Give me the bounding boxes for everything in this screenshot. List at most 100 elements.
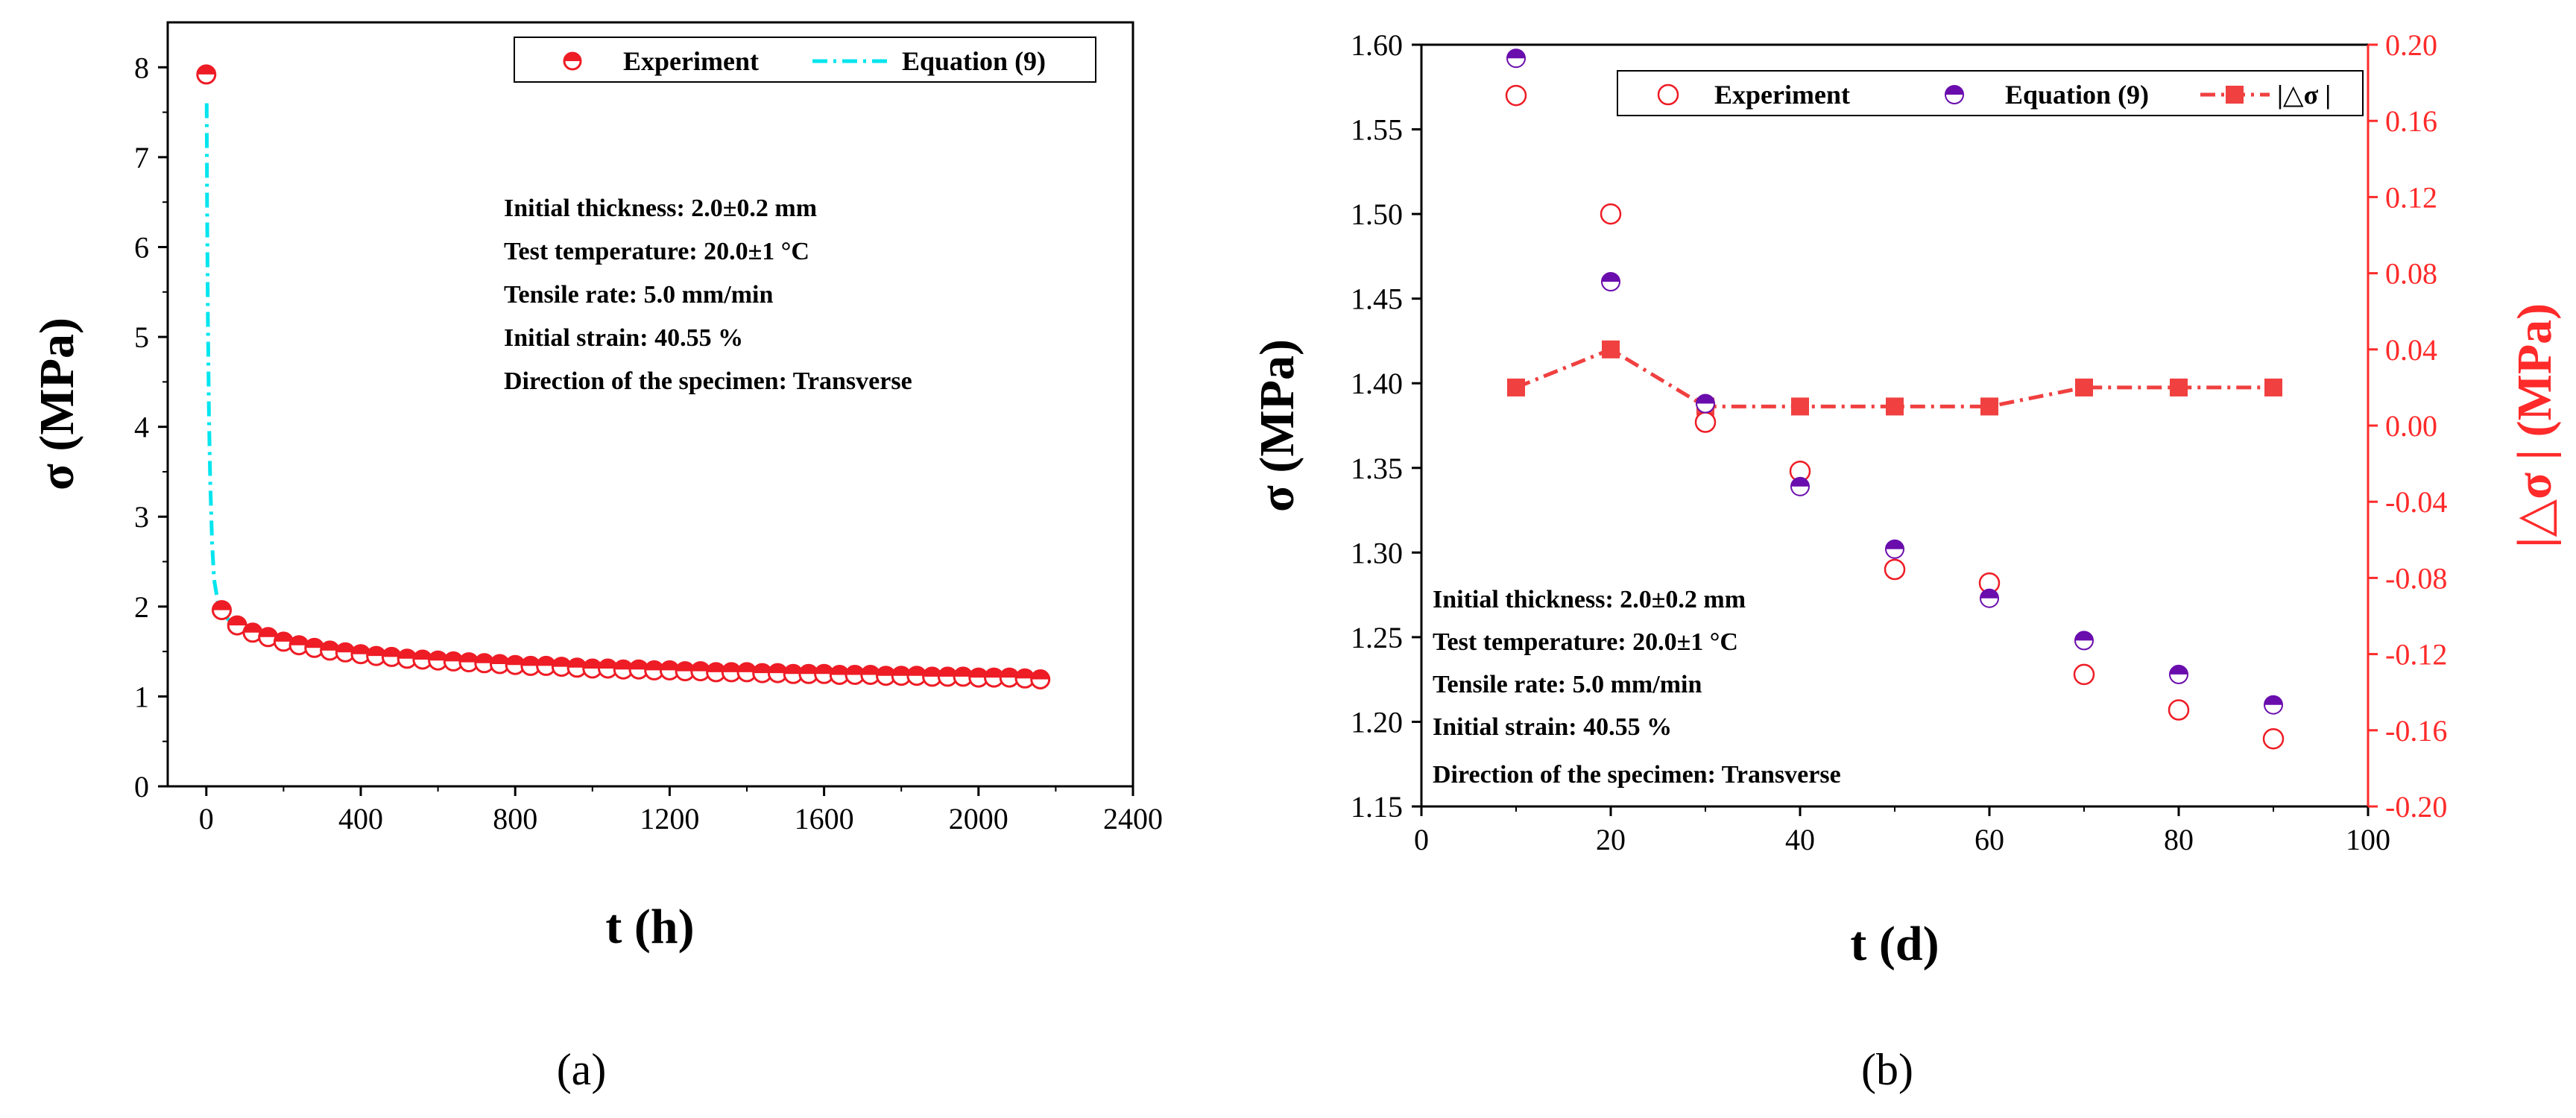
annotation-direction: Direction of the specimen: Transverse — [1433, 761, 1841, 789]
experiment-point — [2168, 699, 2190, 721]
y-right-tick-label: -0.04 — [2385, 485, 2447, 519]
legend-box — [514, 37, 1096, 83]
y-tick-label: 5 — [134, 320, 149, 354]
annotation-thickness: Initial thickness: 2.0±0.2 mm — [1433, 586, 1746, 613]
chart-b-y-axis-label: σ (MPa) — [1250, 339, 1304, 512]
equation-point-outline — [2074, 631, 2094, 651]
experiment-point — [582, 658, 603, 679]
y-tick-label: 1.15 — [1351, 790, 1403, 824]
experiment-point — [798, 663, 819, 684]
y-tick-label: 1.20 — [1351, 705, 1403, 739]
y-tick-label: 1 — [134, 680, 149, 713]
experiment-point — [644, 660, 665, 680]
equation-point-outline — [2264, 695, 2283, 715]
equation-point-outline — [1601, 272, 1620, 291]
equation-point-half — [1886, 540, 1904, 549]
experiment-point — [659, 660, 680, 680]
experiment-point — [706, 662, 727, 683]
equation-point-outline — [1506, 48, 1526, 69]
y-tick-label: 2 — [134, 590, 149, 624]
y-tick-label: 1.55 — [1351, 113, 1403, 147]
y-right-tick-label: -0.16 — [2385, 714, 2447, 748]
equation-point — [2264, 695, 2283, 715]
delta-sigma-point — [2170, 378, 2188, 397]
experiment-point — [304, 637, 325, 658]
annotation-direction: Direction of the specimen: Transverse — [504, 367, 912, 395]
chart-a-x-axis-label: t (h) — [605, 900, 694, 954]
delta-sigma-point — [1602, 340, 1620, 359]
legend-delta-label: |△σ | — [2277, 80, 2331, 110]
chart-b-delta-series — [1507, 340, 2282, 416]
annotation-temperature: Test temperature: 20.0±1 °C — [1433, 628, 1738, 656]
chart-a-y-axis-label: σ (MPa) — [30, 318, 84, 490]
y-right-tick-label: 0.08 — [2385, 257, 2437, 291]
y-right-tick-label: -0.12 — [2385, 638, 2447, 672]
equation-point-outline — [1696, 394, 1715, 414]
y-tick-label: 6 — [134, 230, 149, 264]
chart-a-frame — [166, 21, 1134, 788]
y-tick-label: 1.45 — [1351, 282, 1403, 316]
y-right-tick-label: 0.00 — [2385, 409, 2437, 443]
x-tick-label: 1600 — [795, 802, 854, 836]
experiment-point — [196, 64, 217, 85]
experiment-point — [906, 666, 927, 686]
x-tick-label: 0 — [1414, 823, 1429, 856]
equation-point — [1885, 539, 1904, 559]
experiment-point — [628, 659, 649, 680]
experiment-point — [273, 631, 294, 652]
equation-point-half — [1507, 49, 1525, 59]
x-tick-label: 800 — [493, 802, 537, 836]
caption-a: (a) — [557, 1045, 607, 1094]
experiment-point — [721, 662, 742, 683]
y-tick-label: 4 — [134, 411, 149, 444]
equation-point-outline — [1885, 539, 1904, 559]
x-tick-label: 400 — [338, 802, 383, 836]
experiment-point — [613, 659, 634, 680]
caption-b: (b) — [1861, 1045, 1913, 1094]
delta-sigma-point — [2264, 378, 2282, 397]
y-tick-label: 1.60 — [1351, 28, 1403, 62]
equation-point — [2169, 664, 2188, 684]
chart-b-plot-area — [1421, 45, 2368, 806]
y-right-tick-label: 0.20 — [2385, 28, 2437, 62]
chart-b-equation-series — [1506, 48, 2283, 715]
equation-point-half — [1696, 394, 1714, 404]
chart-b-right-axis-label: |△σ | (MPa) — [2507, 303, 2562, 548]
x-tick-label: 60 — [1974, 823, 2004, 856]
x-tick-label: 40 — [1785, 823, 1815, 856]
experiment-point — [212, 600, 232, 621]
experiment-point — [1505, 84, 1527, 107]
annotation-tensile-rate: Tensile rate: 5.0 mm/min — [504, 281, 773, 309]
equation-point-half — [1602, 273, 1620, 282]
experiment-point-outline — [196, 64, 217, 85]
experiment-point — [937, 666, 958, 687]
equation-point — [1790, 476, 1810, 496]
delta-sigma-point — [1507, 378, 1525, 397]
y-tick-label: 1.35 — [1351, 452, 1403, 485]
x-tick-label: 2000 — [949, 802, 1008, 836]
equation-point-half — [1980, 589, 1998, 599]
chart-b-x-axis-label: t (d) — [1850, 917, 1939, 971]
legend-equation-label: Equation (9) — [902, 46, 1046, 76]
equation-point-outline — [1980, 588, 1999, 608]
experiment-point-outline — [1030, 669, 1051, 689]
y-tick-label: 0 — [134, 770, 149, 803]
chart-a-legend: Experiment Equation (9) — [514, 37, 1096, 83]
annotation-temperature: Test temperature: 20.0±1 °C — [504, 238, 809, 265]
experiment-point — [335, 642, 356, 663]
experiment-point — [690, 661, 711, 682]
equation-point-half — [2170, 665, 2188, 675]
chart-b-ticks: 0 20 40 60 80 100 1.15 1.20 1.25 1.30 1.35 1.40 1.45… — [1351, 28, 2447, 856]
experiment-point — [1884, 558, 1906, 581]
equation-point — [1601, 272, 1620, 291]
legend-experiment-marker — [563, 51, 582, 71]
y-right-tick-label: 0.04 — [2385, 333, 2437, 367]
experiment-point — [675, 661, 695, 682]
experiment-point — [1600, 203, 1622, 225]
chart-b-legend: Experiment Equation (9) |△σ | — [1617, 70, 2364, 116]
chart-b-experiment-series — [1505, 84, 2285, 750]
equation-point — [1980, 588, 1999, 608]
experiment-point — [829, 665, 850, 685]
equation-point-half — [2264, 695, 2282, 705]
y-right-tick-label: -0.08 — [2385, 561, 2447, 595]
